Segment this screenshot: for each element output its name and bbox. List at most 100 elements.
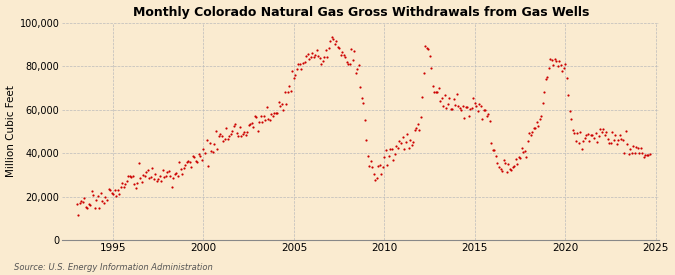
Point xyxy=(387,147,398,151)
Point xyxy=(471,104,482,108)
Point xyxy=(549,57,560,61)
Point xyxy=(635,146,646,151)
Point xyxy=(127,174,138,179)
Point xyxy=(94,205,105,210)
Point xyxy=(589,136,599,141)
Point xyxy=(524,131,535,135)
Point xyxy=(265,118,275,122)
Point xyxy=(343,61,354,66)
Point xyxy=(242,130,252,134)
Point xyxy=(501,170,512,174)
Point xyxy=(645,152,655,156)
Point xyxy=(444,96,455,100)
Point xyxy=(526,130,537,134)
Point xyxy=(328,37,339,41)
Point xyxy=(168,175,179,180)
Point xyxy=(539,90,549,94)
Point xyxy=(230,122,240,127)
Point xyxy=(448,97,459,101)
Text: Source: U.S. Energy Information Administration: Source: U.S. Energy Information Administ… xyxy=(14,263,212,272)
Point xyxy=(124,174,135,178)
Point xyxy=(314,56,325,60)
Point xyxy=(240,133,251,137)
Point xyxy=(479,108,489,112)
Point xyxy=(487,148,498,152)
Point xyxy=(238,132,248,136)
Point xyxy=(563,93,574,98)
Point xyxy=(447,107,458,111)
Point xyxy=(492,161,503,165)
Point xyxy=(435,99,446,103)
Point xyxy=(266,112,277,116)
Point xyxy=(246,121,257,125)
Point xyxy=(599,133,610,137)
Point xyxy=(323,46,334,50)
Point xyxy=(369,172,379,176)
Point xyxy=(601,130,612,134)
Point xyxy=(432,90,443,94)
Point xyxy=(169,172,180,176)
Point xyxy=(269,111,279,115)
Point xyxy=(375,163,385,167)
Point xyxy=(620,128,631,133)
Point xyxy=(162,170,173,174)
Point xyxy=(308,55,319,59)
Point xyxy=(535,117,545,121)
Point xyxy=(79,196,90,200)
Point xyxy=(82,205,92,210)
Point xyxy=(286,88,296,93)
Point xyxy=(590,131,601,135)
Point xyxy=(483,112,494,116)
Point xyxy=(580,136,591,141)
Point xyxy=(80,205,91,210)
Point xyxy=(379,155,390,160)
Point xyxy=(569,131,580,135)
Point xyxy=(450,102,460,107)
Point xyxy=(376,172,387,176)
Point xyxy=(97,199,108,203)
Point xyxy=(180,163,191,167)
Point xyxy=(486,141,497,145)
Point xyxy=(525,132,536,137)
Point xyxy=(348,57,358,62)
Point xyxy=(583,132,593,137)
Point xyxy=(202,164,213,168)
Point xyxy=(464,114,475,119)
Point xyxy=(425,54,435,59)
Point xyxy=(412,122,423,126)
Point xyxy=(568,128,578,132)
Point xyxy=(622,142,632,146)
Point xyxy=(623,152,634,156)
Point xyxy=(421,46,432,51)
Point xyxy=(574,140,585,145)
Point xyxy=(507,165,518,170)
Point xyxy=(209,142,219,146)
Point xyxy=(385,147,396,151)
Point xyxy=(429,90,439,95)
Point xyxy=(394,138,405,143)
Point xyxy=(639,155,649,159)
Point xyxy=(194,152,205,156)
Point xyxy=(271,111,281,115)
Point xyxy=(542,75,553,80)
Point xyxy=(409,128,420,133)
Point xyxy=(595,126,605,131)
Point xyxy=(400,139,411,144)
Point xyxy=(383,154,394,158)
Point xyxy=(629,151,640,155)
Point xyxy=(150,172,161,177)
Point xyxy=(261,105,272,109)
Point xyxy=(219,137,230,141)
Point xyxy=(533,124,543,128)
Point xyxy=(416,95,427,99)
Point xyxy=(562,76,572,81)
Point xyxy=(243,123,254,127)
Point xyxy=(313,54,323,58)
Point xyxy=(602,137,613,141)
Point xyxy=(359,118,370,122)
Point xyxy=(145,175,156,179)
Point xyxy=(153,177,163,181)
Point xyxy=(290,73,301,77)
Point xyxy=(319,54,329,59)
Point xyxy=(396,141,406,145)
